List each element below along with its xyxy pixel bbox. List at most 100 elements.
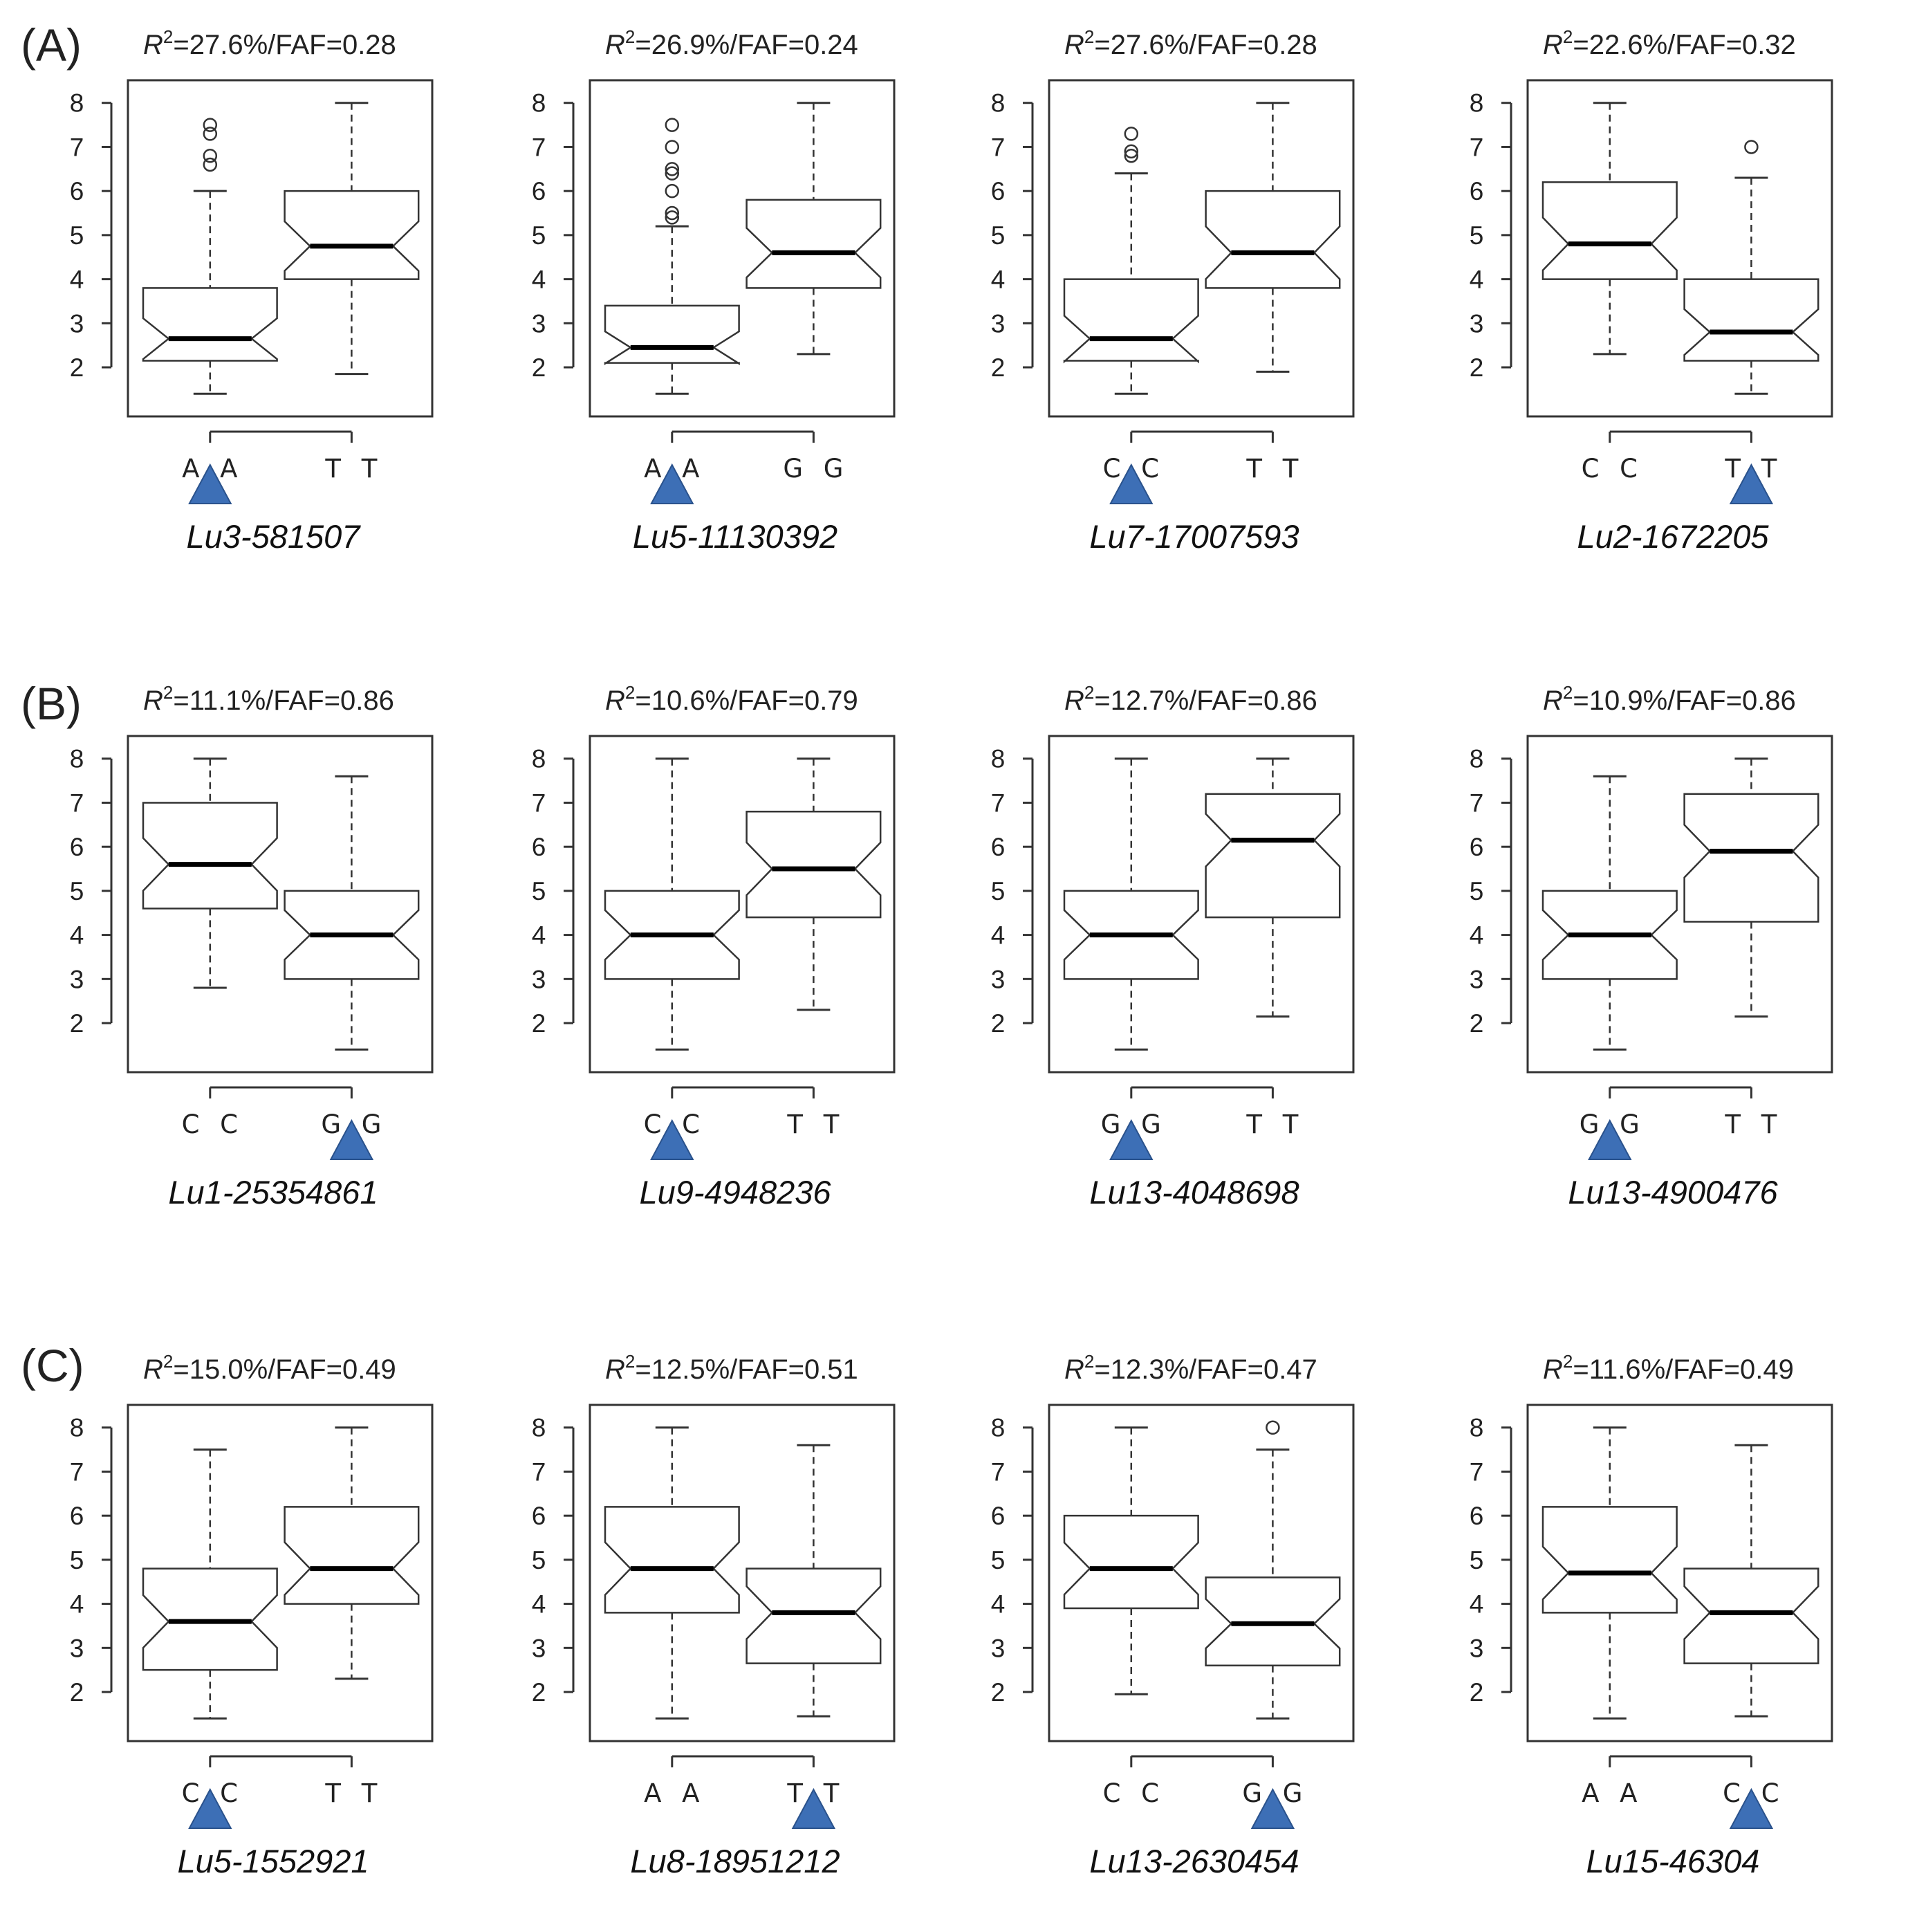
- y-tick-label: 3: [1470, 309, 1484, 338]
- plot-frame: [127, 79, 434, 418]
- notched-box: [1683, 1567, 1819, 1664]
- outlier-point: [1124, 148, 1139, 163]
- y-tick-label: 2: [991, 1678, 1006, 1706]
- plot-frame: [1048, 1404, 1355, 1742]
- outlier-point: [1124, 144, 1139, 159]
- stat-values: =12.3%/FAF=0.47: [1094, 1354, 1317, 1385]
- panel-letter: (C): [21, 1340, 84, 1391]
- favorable-allele-triangle: [1729, 1787, 1774, 1829]
- r-squared-symbol: R: [1064, 1354, 1084, 1385]
- y-tick-label: 3: [1470, 1634, 1484, 1662]
- outlier-point: [665, 140, 680, 154]
- superscript-2: 2: [1563, 1351, 1573, 1372]
- category-label: A A: [1582, 1778, 1643, 1808]
- category-label: A A: [644, 1778, 705, 1808]
- stat-values: =10.9%/FAF=0.86: [1573, 686, 1795, 716]
- y-tick-label: 4: [532, 1590, 546, 1619]
- outlier-point: [203, 127, 218, 141]
- marker-name: Lu15-46304: [1586, 1843, 1760, 1879]
- y-tick-label: 8: [1470, 89, 1484, 118]
- stat-label: R2=26.9%/FAF=0.24: [605, 26, 858, 60]
- y-tick-label: 7: [991, 133, 1006, 161]
- stat-values: =15.0%/FAF=0.49: [173, 1354, 396, 1385]
- y-tick-label: 6: [70, 1502, 84, 1530]
- category-label: C C: [182, 1110, 244, 1139]
- plot-frame: [1526, 79, 1833, 418]
- superscript-2: 2: [625, 682, 635, 703]
- outlier-point: [1744, 140, 1759, 154]
- superscript-2: 2: [625, 26, 635, 47]
- r-squared-symbol: R: [1543, 686, 1563, 716]
- notched-box: [1205, 190, 1341, 289]
- stat-label: R2=15.0%/FAF=0.49: [143, 1351, 396, 1385]
- notched-box: [1205, 793, 1341, 919]
- y-tick-label: 8: [1470, 745, 1484, 773]
- y-tick-label: 5: [991, 221, 1006, 250]
- stat-values: =27.6%/FAF=0.28: [173, 30, 396, 60]
- y-tick-label: 4: [70, 921, 84, 950]
- outlier-point: [665, 118, 680, 132]
- outlier-point: [1266, 1420, 1280, 1435]
- y-tick-label: 4: [70, 266, 84, 294]
- stat-values: =22.6%/FAF=0.32: [1573, 30, 1795, 60]
- y-tick-label: 8: [991, 89, 1006, 118]
- y-tick-label: 4: [1470, 1590, 1484, 1619]
- y-tick-label: 7: [1470, 1457, 1484, 1486]
- favorable-allele-triangle: [1729, 463, 1774, 504]
- favorable-allele-triangle: [650, 463, 694, 504]
- y-tick-label: 3: [1470, 965, 1484, 993]
- favorable-allele-triangle: [188, 1787, 232, 1829]
- y-tick-label: 7: [70, 789, 84, 817]
- notched-box: [1541, 1506, 1678, 1614]
- y-tick-label: 3: [991, 309, 1006, 338]
- y-tick-label: 6: [70, 177, 84, 205]
- superscript-2: 2: [1084, 682, 1094, 703]
- superscript-2: 2: [1084, 26, 1094, 47]
- y-tick-label: 2: [70, 1678, 84, 1706]
- y-tick-label: 7: [70, 133, 84, 161]
- outlier-point: [665, 210, 680, 225]
- y-tick-label: 5: [70, 221, 84, 250]
- outlier-point: [665, 205, 680, 221]
- y-tick-label: 4: [532, 921, 546, 950]
- y-tick-label: 6: [532, 177, 546, 205]
- category-label: T T: [1245, 454, 1304, 484]
- superscript-2: 2: [1563, 26, 1573, 47]
- y-tick-label: 8: [991, 1414, 1006, 1442]
- marker-name: Lu8-18951212: [630, 1843, 840, 1879]
- favorable-allele-triangle: [650, 1119, 694, 1160]
- stat-label: R2=27.6%/FAF=0.28: [143, 26, 396, 60]
- stat-label: R2=27.6%/FAF=0.28: [1064, 26, 1317, 60]
- favorable-allele-triangle: [791, 1787, 836, 1829]
- notched-box: [1683, 793, 1819, 923]
- y-tick-label: 4: [70, 1590, 84, 1619]
- r-squared-symbol: R: [143, 1354, 163, 1385]
- y-tick-label: 6: [1470, 1502, 1484, 1530]
- y-tick-label: 8: [70, 89, 84, 118]
- y-tick-label: 2: [1470, 1678, 1484, 1706]
- category-label: T T: [786, 1110, 845, 1139]
- y-tick-label: 3: [991, 965, 1006, 993]
- y-tick-label: 3: [70, 309, 84, 338]
- outlier-point: [203, 118, 218, 132]
- y-tick-label: 6: [991, 177, 1006, 205]
- y-tick-label: 7: [1470, 789, 1484, 817]
- y-tick-label: 2: [70, 353, 84, 382]
- plot-frame: [1048, 79, 1355, 418]
- notched-box: [142, 287, 278, 362]
- y-tick-label: 3: [532, 965, 546, 993]
- y-tick-label: 5: [70, 877, 84, 905]
- superscript-2: 2: [163, 26, 173, 47]
- y-tick-label: 2: [532, 1009, 546, 1038]
- y-tick-label: 8: [1470, 1414, 1484, 1442]
- panel-letter: (B): [21, 678, 82, 729]
- y-tick-label: 2: [532, 1678, 546, 1706]
- y-tick-label: 7: [1470, 133, 1484, 161]
